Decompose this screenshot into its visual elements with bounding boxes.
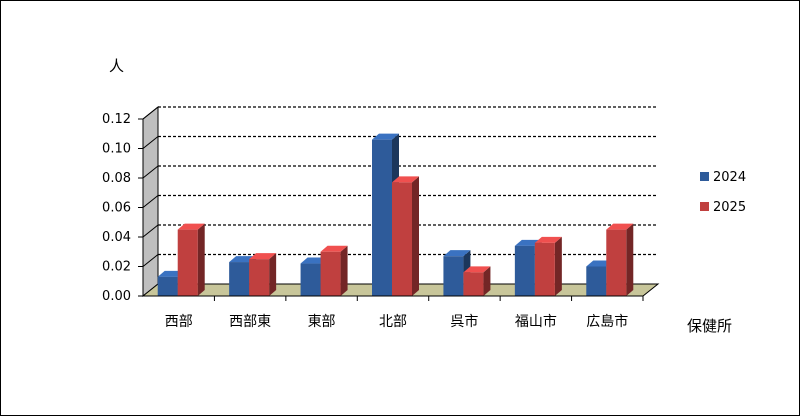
y-tick-label: 0.08	[102, 171, 131, 186]
bars	[157, 133, 634, 296]
bar-front	[229, 262, 250, 296]
category-label: 呉市	[450, 313, 478, 330]
bar-top	[320, 245, 348, 252]
gridline-side	[142, 224, 159, 238]
gridline-side	[142, 106, 159, 120]
y-tick-label: 0.12	[102, 112, 131, 127]
category-label: 広島市	[586, 313, 628, 330]
bar-side	[197, 223, 205, 296]
y-tick-label: 0.10	[102, 142, 131, 157]
bar-top	[392, 176, 419, 183]
bar	[249, 253, 277, 296]
x-axis-title: 保健所	[687, 317, 732, 335]
category-label: 北部	[379, 314, 407, 330]
bar-top	[249, 253, 277, 260]
gridline-side	[142, 254, 159, 267]
bar-top	[534, 236, 562, 243]
bar-side	[412, 176, 419, 296]
bar-side	[340, 245, 348, 296]
bar-front	[249, 259, 270, 296]
y-tick-label: 0.02	[102, 260, 131, 275]
bar	[606, 223, 634, 296]
bar	[534, 236, 562, 296]
bar-side	[269, 253, 277, 296]
category-label: 西部	[165, 314, 193, 330]
bar-front	[443, 256, 464, 296]
bar-front	[157, 276, 178, 296]
bar	[463, 266, 491, 296]
y-axis-unit-label: 人	[109, 57, 124, 75]
bar-top	[606, 223, 634, 230]
bar-side	[626, 223, 634, 296]
bar-front	[300, 263, 321, 296]
bar-top	[463, 266, 491, 273]
legend: 2024 2025	[700, 170, 746, 215]
bar-front	[392, 182, 412, 296]
bar-side	[483, 266, 491, 296]
legend-label: 2025	[713, 200, 746, 215]
gridline-side	[142, 165, 159, 179]
bar	[392, 176, 419, 296]
y-tick-label: 0.00	[102, 289, 131, 304]
bar-top	[372, 133, 399, 140]
gridline-side	[142, 136, 159, 149]
bar-front	[514, 245, 535, 296]
category-labels: 西部 西部東 東部 北部 呉市 福山市 広島市	[165, 313, 629, 330]
bar-front	[534, 242, 555, 296]
bar	[320, 245, 348, 296]
gridline-side	[142, 195, 159, 208]
legend-swatch	[700, 202, 709, 211]
legend-label: 2024	[713, 170, 746, 185]
bar-front	[586, 266, 607, 296]
y-tick-labels: 0.00 0.02 0.04 0.06 0.08 0.10 0.12	[102, 112, 131, 304]
bar-front	[606, 229, 627, 296]
axis-lines	[138, 118, 644, 301]
bar	[177, 223, 205, 296]
bar-front	[463, 272, 484, 296]
bar-top	[443, 250, 471, 257]
y-tick-label: 0.06	[102, 201, 131, 216]
bar-front	[372, 139, 392, 296]
bar-front	[320, 251, 341, 296]
legend-swatch	[700, 172, 709, 181]
category-label: 西部東	[229, 314, 271, 330]
bar-side	[554, 236, 562, 296]
bar-front	[177, 229, 198, 296]
category-label: 福山市	[515, 313, 557, 330]
y-tick-label: 0.04	[102, 230, 131, 245]
bar-top	[177, 223, 205, 230]
category-label: 東部	[308, 314, 336, 330]
